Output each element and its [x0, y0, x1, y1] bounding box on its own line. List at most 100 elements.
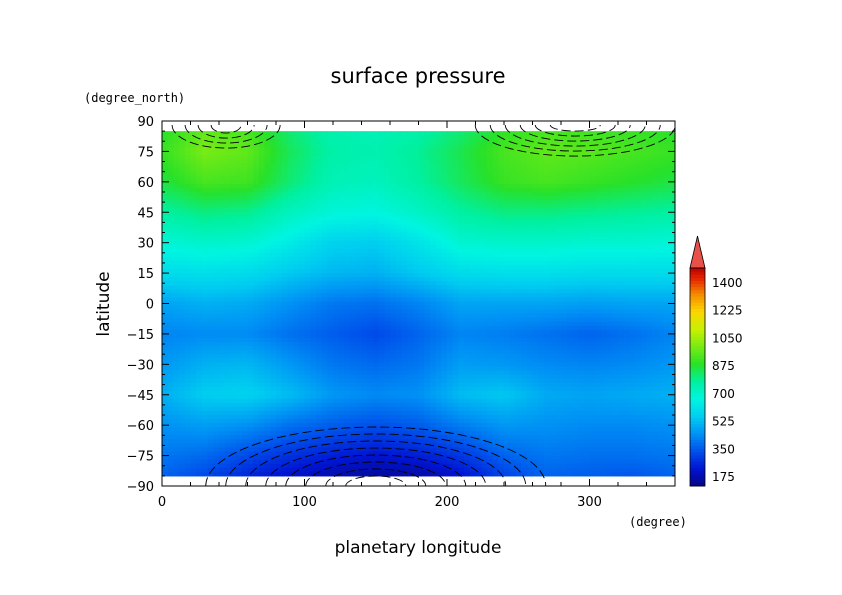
heatmap-cell — [435, 224, 442, 230]
heatmap-cell — [623, 191, 630, 197]
heatmap-cell — [492, 325, 499, 331]
heatmap-cell — [464, 187, 471, 193]
heatmap-cell — [310, 175, 317, 181]
heatmap-cell — [492, 171, 499, 177]
heatmap-cell — [372, 220, 380, 226]
heatmap-cell — [452, 240, 459, 246]
heatmap-cell — [578, 135, 585, 140]
heatmap-cell — [509, 167, 516, 173]
heatmap-cell — [321, 317, 328, 323]
heatmap-cell — [333, 244, 340, 250]
heatmap-cell — [441, 309, 448, 315]
heatmap-cell — [532, 305, 539, 311]
heatmap-cell — [395, 143, 402, 148]
heatmap-cell — [333, 163, 340, 169]
heatmap-cell — [543, 216, 551, 221]
heatmap-cell — [173, 147, 180, 153]
heatmap-cell — [293, 151, 300, 157]
heatmap-cell — [304, 277, 311, 282]
heatmap-cell — [310, 224, 317, 230]
heatmap-cell — [646, 244, 653, 250]
heatmap-cell — [378, 216, 385, 221]
heatmap-cell — [492, 240, 499, 246]
heatmap-cell — [657, 289, 665, 294]
heatmap-cell — [555, 350, 562, 355]
heatmap-cell — [333, 143, 340, 148]
heatmap-cell — [350, 277, 357, 282]
heatmap-cell — [663, 151, 670, 157]
heatmap-cell — [253, 151, 260, 157]
heatmap-cell — [401, 333, 408, 339]
heatmap-cell — [190, 224, 197, 230]
heatmap-cell — [589, 135, 596, 140]
heatmap-cell — [384, 350, 391, 355]
heatmap-cell — [310, 305, 317, 311]
heatmap-cell — [515, 187, 522, 193]
heatmap-cell — [566, 151, 573, 157]
heatmap-cell — [572, 273, 579, 278]
heatmap-cell — [475, 260, 482, 266]
heatmap-cell — [555, 248, 562, 254]
heatmap-cell — [390, 297, 397, 303]
heatmap-cell — [555, 171, 562, 177]
heatmap-cell — [407, 301, 414, 307]
heatmap-cell — [504, 244, 511, 250]
heatmap-cell — [344, 285, 351, 290]
heatmap-cell — [521, 333, 528, 339]
heatmap-cell — [378, 309, 385, 315]
heatmap-cell — [247, 313, 254, 319]
heatmap-cell — [367, 232, 374, 238]
heatmap-cell — [298, 224, 306, 230]
heatmap-cell — [498, 216, 505, 221]
heatmap-cell — [515, 260, 522, 266]
heatmap-cell — [521, 183, 528, 189]
heatmap-cell — [276, 252, 283, 258]
heatmap-cell — [276, 289, 283, 294]
heatmap-cell — [298, 135, 306, 140]
heatmap-cell — [657, 200, 665, 205]
heatmap-cell — [384, 212, 391, 217]
heatmap-cell — [578, 224, 585, 230]
heatmap-cell — [327, 285, 334, 290]
heatmap-cell — [378, 252, 385, 258]
heatmap-cell — [230, 309, 237, 315]
heatmap-cell — [327, 155, 334, 161]
heatmap-cell — [230, 159, 237, 165]
heatmap-cell — [196, 200, 203, 205]
heatmap-cell — [515, 333, 522, 339]
heatmap-cell — [247, 244, 254, 250]
heatmap-cell — [219, 143, 226, 148]
heatmap-cell — [230, 236, 237, 242]
heatmap-cell — [196, 346, 203, 351]
heatmap-cell — [452, 317, 459, 323]
heatmap-cell — [355, 143, 363, 148]
heatmap-cell — [429, 248, 437, 254]
heatmap-cell — [504, 281, 511, 286]
heatmap-cell — [207, 236, 214, 242]
heatmap-cell — [236, 187, 243, 193]
heatmap-cell — [264, 240, 271, 246]
heatmap-cell — [618, 208, 625, 213]
heatmap-cell — [361, 325, 368, 331]
heatmap-cell — [390, 155, 397, 161]
heatmap-cell — [452, 224, 459, 230]
heatmap-cell — [412, 240, 420, 246]
heatmap-cell — [447, 171, 454, 177]
heatmap-cell — [390, 147, 397, 153]
heatmap-cell — [469, 305, 477, 311]
heatmap-cell — [230, 252, 237, 258]
heatmap-cell — [629, 269, 636, 274]
heatmap-cell — [184, 208, 192, 213]
heatmap-cell — [162, 317, 169, 323]
heatmap-cell — [258, 228, 266, 234]
heatmap-cell — [458, 204, 465, 209]
heatmap-cell — [589, 281, 596, 286]
heatmap-cell — [293, 143, 300, 148]
heatmap-cell — [583, 329, 591, 335]
heatmap-cell — [635, 293, 642, 299]
heatmap-cell — [395, 248, 402, 254]
heatmap-cell — [219, 342, 226, 347]
heatmap-cell — [270, 289, 277, 294]
heatmap-cell — [384, 151, 391, 157]
heatmap-cell — [350, 297, 357, 303]
